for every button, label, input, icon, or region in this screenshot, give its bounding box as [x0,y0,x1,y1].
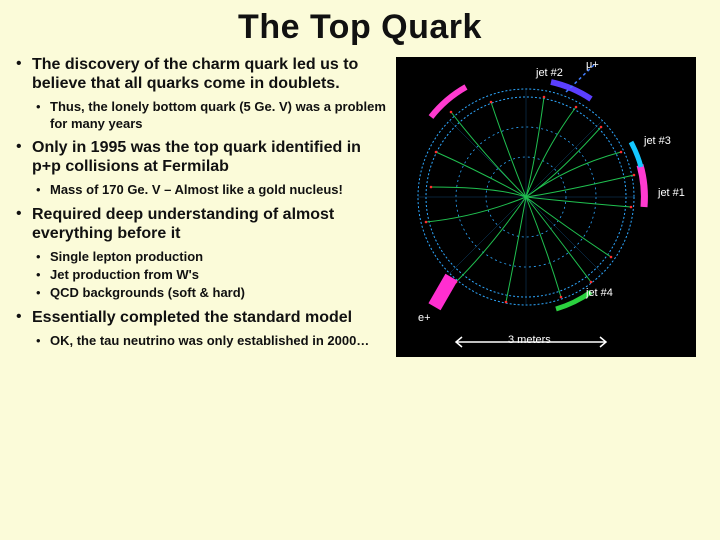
page-title: The Top Quark [0,0,720,55]
event-display-figure: jet #2 μ+ jet #3 jet #1 jet #4 e+ 3 mete… [396,57,696,357]
bullet-text: The discovery of the charm quark led us … [32,55,388,93]
bullet-item: The discovery of the charm quark led us … [14,55,388,132]
bullet-item: Only in 1995 was the top quark identifie… [14,138,388,199]
jet1-label: jet #1 [658,187,685,199]
sub-text: OK, the tau neutrino was only establishe… [50,333,388,349]
jet4-label: jet #4 [586,287,613,299]
sub-list: OK, the tau neutrino was only establishe… [32,333,388,349]
figure-column: jet #2 μ+ jet #3 jet #1 jet #4 e+ 3 mete… [396,55,706,357]
eplus-label: e+ [418,312,431,324]
bullet-text: Only in 1995 was the top quark identifie… [32,138,388,176]
sub-item: Jet production from W's [32,267,388,283]
sub-item: Mass of 170 Ge. V – Almost like a gold n… [32,182,388,198]
content-row: The discovery of the charm quark led us … [0,55,720,357]
sub-list: Mass of 170 Ge. V – Almost like a gold n… [32,182,388,198]
bullet-text: Essentially completed the standard model [32,308,388,327]
text-column: The discovery of the charm quark led us … [14,55,396,357]
jet2-label: jet #2 [536,67,563,79]
sub-text: Jet production from W's [50,267,388,283]
jet3-label: jet #3 [644,135,671,147]
bullet-text: Required deep understanding of almost ev… [32,205,388,243]
sub-text: Mass of 170 Ge. V – Almost like a gold n… [50,182,388,198]
sub-list: Thus, the lonely bottom quark (5 Ge. V) … [32,99,388,132]
sub-item: Single lepton production [32,249,388,265]
bullet-list: The discovery of the charm quark led us … [14,55,388,349]
sub-item: QCD backgrounds (soft & hard) [32,285,388,301]
bullet-item: Essentially completed the standard model… [14,308,388,349]
bullet-item: Required deep understanding of almost ev… [14,205,388,302]
sub-text: QCD backgrounds (soft & hard) [50,285,388,301]
muplus-label: μ+ [586,59,599,71]
sub-item: OK, the tau neutrino was only establishe… [32,333,388,349]
sub-list: Single lepton production Jet production … [32,249,388,302]
event-display-svg [396,57,696,357]
sub-text: Single lepton production [50,249,388,265]
sub-item: Thus, the lonely bottom quark (5 Ge. V) … [32,99,388,132]
scale-label: 3 meters [508,334,551,346]
sub-text: Thus, the lonely bottom quark (5 Ge. V) … [50,99,388,132]
